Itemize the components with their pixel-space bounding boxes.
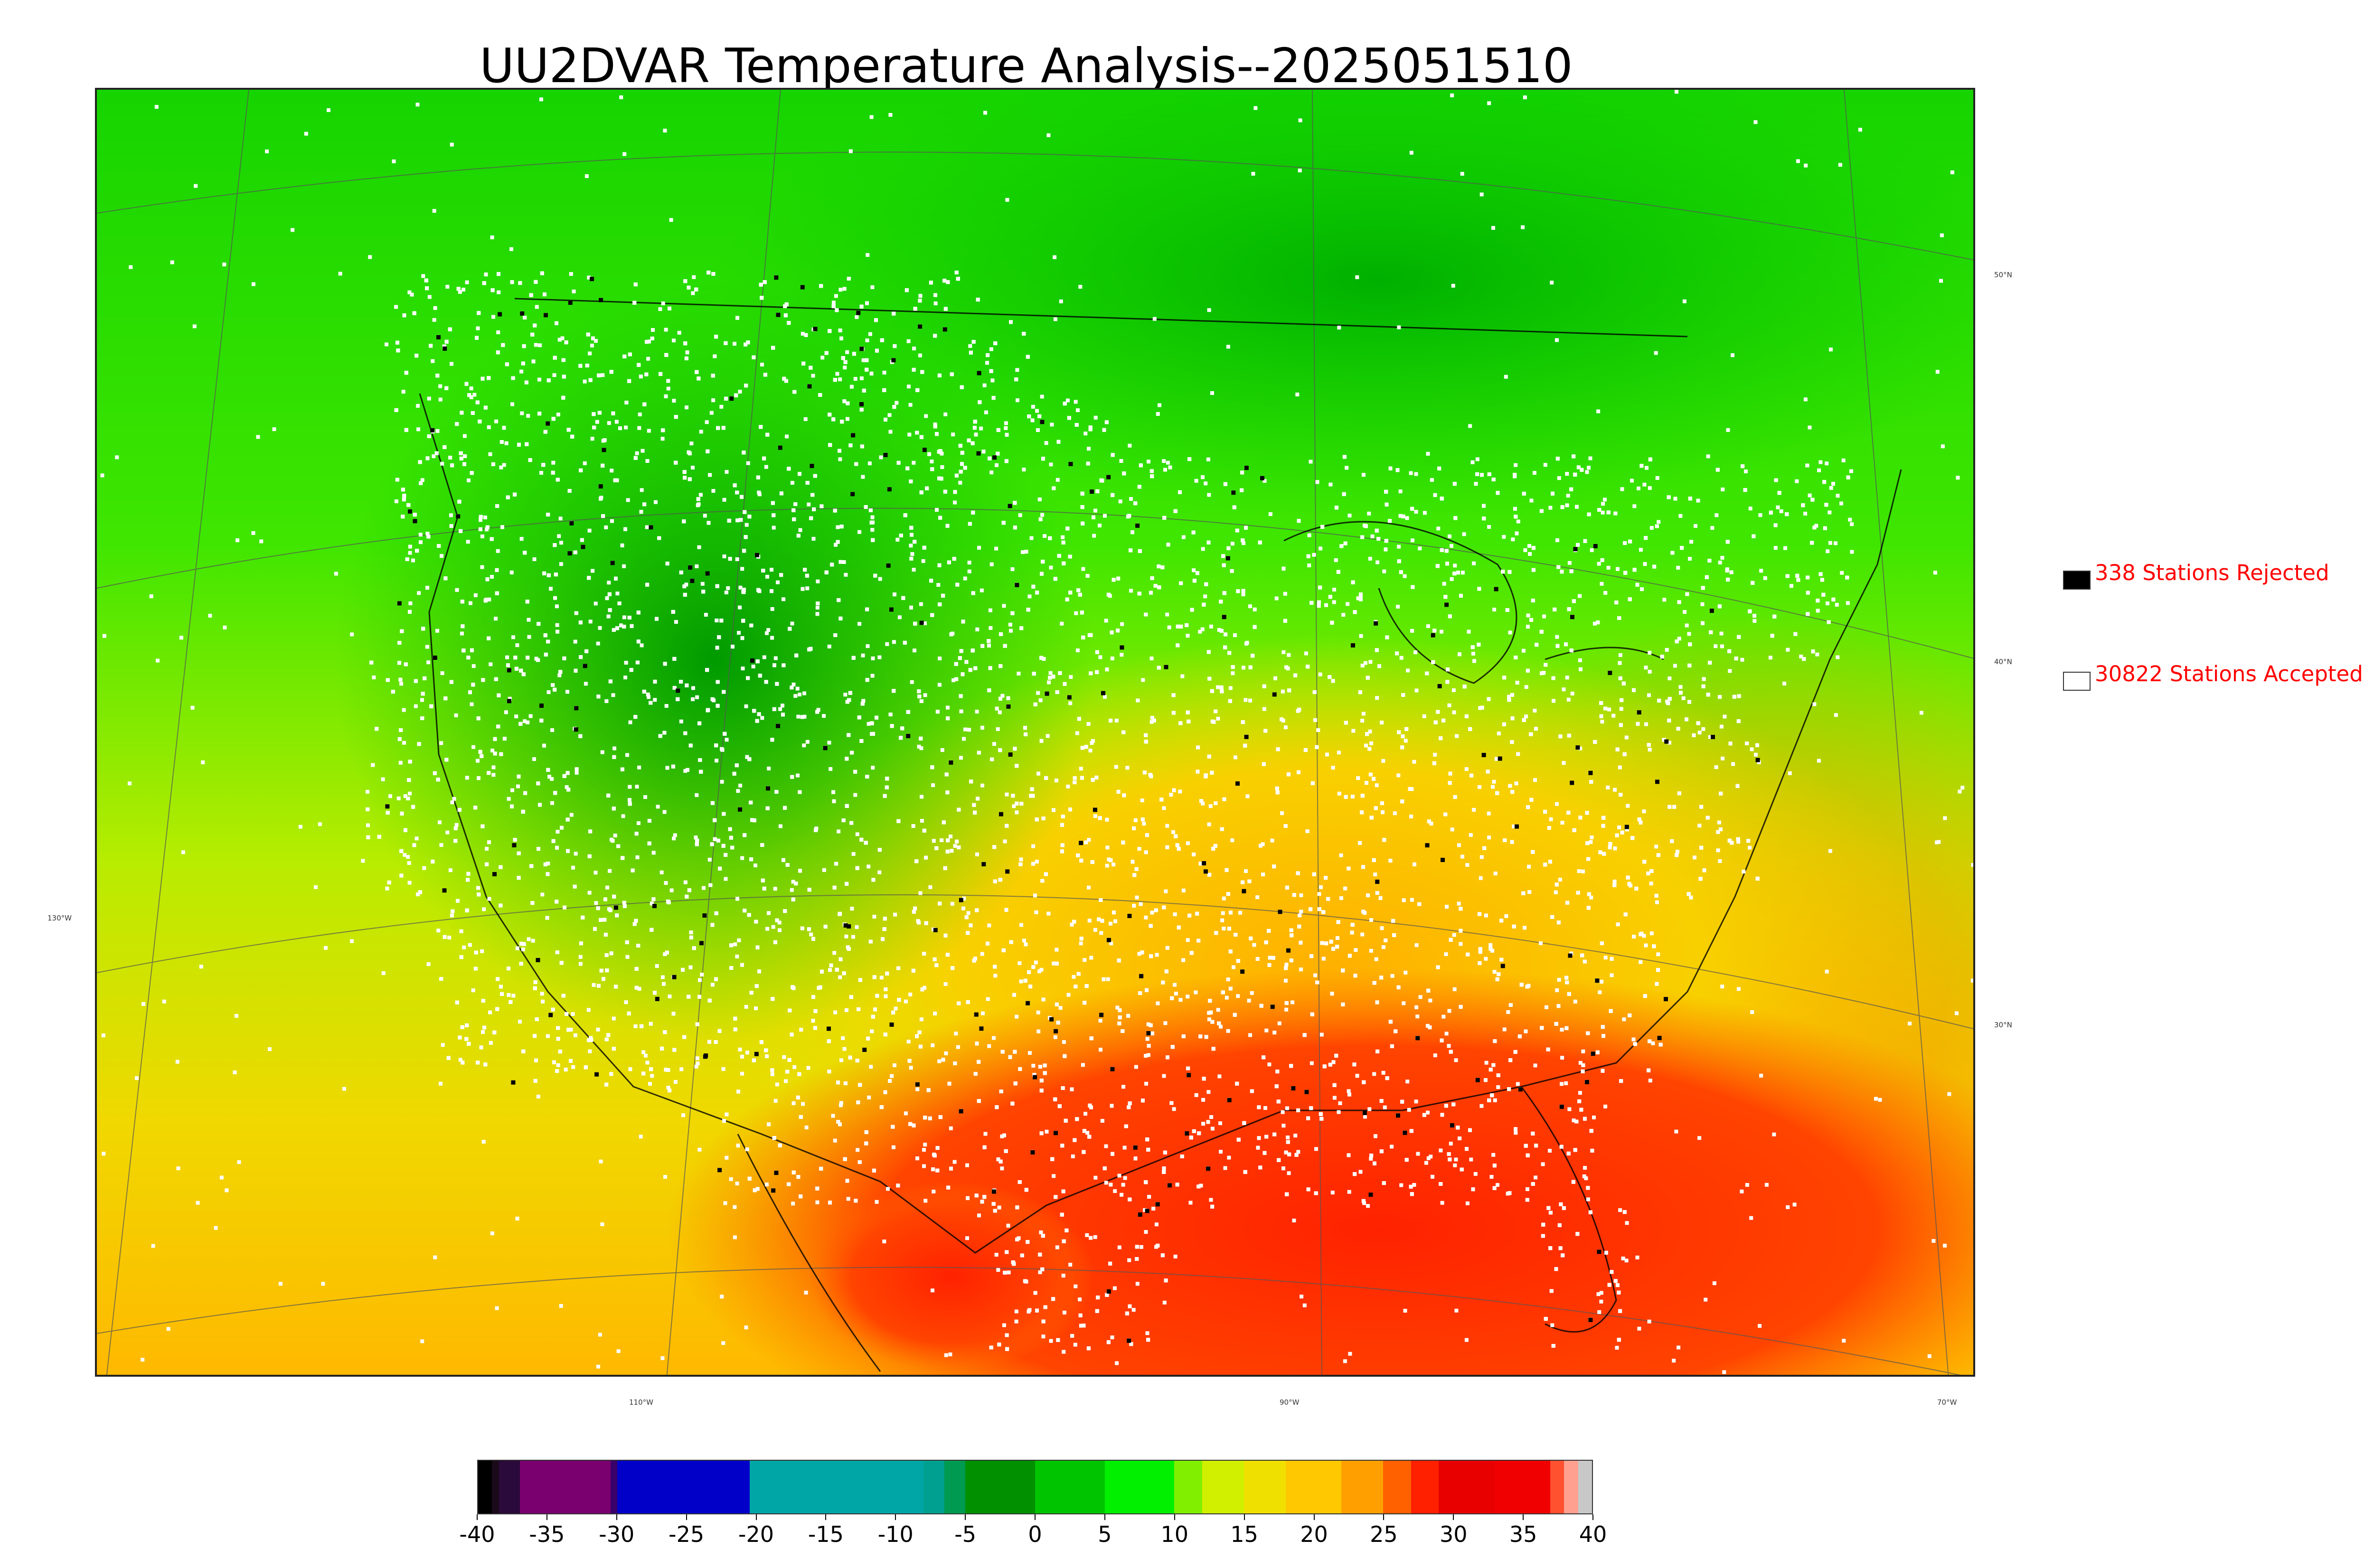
colorbar-segment	[1578, 1461, 1592, 1513]
colorbar-segment	[519, 1461, 611, 1513]
lon-label-90w: 90°W	[1280, 1398, 1300, 1407]
colorbar-tick-mark	[1592, 1514, 1593, 1520]
colorbar-segment	[1564, 1461, 1578, 1513]
colorbar-tick-label: 40	[1579, 1521, 1607, 1547]
colorbar-tick-label: -30	[599, 1521, 635, 1547]
map-title: UU2DVAR Temperature Analysis--2025051510	[480, 38, 1573, 94]
colorbar-tick-label: 0	[1028, 1521, 1042, 1547]
colorbar-segment	[1244, 1461, 1286, 1513]
rejected-swatch	[2063, 571, 2091, 590]
colorbar-tick-label: -25	[669, 1521, 705, 1547]
colorbar-segment	[1174, 1461, 1202, 1513]
colorbar-segment	[1285, 1461, 1342, 1513]
colorbar-tick-mark	[1104, 1514, 1105, 1520]
colorbar-tick-label: -35	[529, 1521, 565, 1547]
colorbar-tick-mark	[686, 1514, 687, 1520]
colorbar-tick-mark	[616, 1514, 617, 1520]
colorbar-segment	[1341, 1461, 1384, 1513]
colorbar-segment	[499, 1461, 520, 1513]
colorbar-segment	[1411, 1461, 1439, 1513]
colorbar-tick-label: 25	[1370, 1521, 1398, 1547]
colorbar-tick-label: -15	[808, 1521, 844, 1547]
colorbar-segment	[492, 1461, 499, 1513]
colorbar-tick-mark	[1523, 1514, 1524, 1520]
colorbar-tick-mark	[755, 1514, 757, 1520]
accepted-label: 30822 Stations Accepted	[2095, 661, 2363, 686]
lon-label-130w: 130°W	[47, 914, 72, 922]
temperature-map	[95, 88, 1975, 1377]
colorbar-tick-mark	[546, 1514, 547, 1520]
colorbar-tick-mark	[1035, 1514, 1036, 1520]
colorbar-segment	[944, 1461, 966, 1513]
colorbar-segment	[1104, 1461, 1175, 1513]
colorbar-tick-label: 10	[1160, 1521, 1189, 1547]
colorbar-segment	[1550, 1461, 1564, 1513]
colorbar-tick-mark	[1453, 1514, 1454, 1520]
lat-label-30n: 30°N	[1994, 1021, 2012, 1029]
colorbar-tick-mark	[1244, 1514, 1245, 1520]
colorbar-tick-label: 5	[1098, 1521, 1112, 1547]
colorbar-tick-label: 30	[1439, 1521, 1468, 1547]
colorbar-tick-label: 15	[1230, 1521, 1258, 1547]
lon-label-70w: 70°W	[1937, 1398, 1957, 1407]
colorbar-segment	[965, 1461, 1035, 1513]
colorbar-tick-label: 35	[1509, 1521, 1537, 1547]
colorbar-segment	[1035, 1461, 1105, 1513]
rejected-label: 338 Stations Rejected	[2095, 560, 2329, 585]
colorbar-segment	[1383, 1461, 1411, 1513]
colorbar-tick-label: -10	[877, 1521, 914, 1547]
colorbar-segment	[617, 1461, 750, 1513]
colorbar-tick-mark	[1174, 1514, 1175, 1520]
colorbar-tick-mark	[477, 1514, 478, 1520]
colorbar-segment	[1439, 1461, 1495, 1513]
lon-label-110w: 110°W	[629, 1398, 653, 1407]
colorbar-tick-mark	[965, 1514, 966, 1520]
colorbar-tick-mark	[1313, 1514, 1315, 1520]
colorbar-segment	[610, 1461, 618, 1513]
lat-label-50n: 50°N	[1994, 271, 2012, 279]
station-points	[100, 90, 1973, 1374]
colorbar-tick-label: -5	[954, 1521, 977, 1547]
colorbar-tick-label: -20	[738, 1521, 774, 1547]
colorbar-segment	[478, 1461, 492, 1513]
colorbar-segment	[1202, 1461, 1244, 1513]
temperature-colorbar	[477, 1460, 1593, 1514]
colorbar-segment	[749, 1461, 924, 1513]
colorbar-tick-label: 20	[1300, 1521, 1328, 1547]
colorbar-tick-mark	[1383, 1514, 1385, 1520]
accepted-swatch	[2063, 672, 2091, 691]
colorbar-segment	[923, 1461, 945, 1513]
colorbar-tick-mark	[895, 1514, 896, 1520]
colorbar-tick-label: -40	[459, 1521, 495, 1547]
lat-label-40n: 40°N	[1994, 657, 2012, 666]
colorbar-segment	[1494, 1461, 1550, 1513]
colorbar-tick-mark	[825, 1514, 827, 1520]
